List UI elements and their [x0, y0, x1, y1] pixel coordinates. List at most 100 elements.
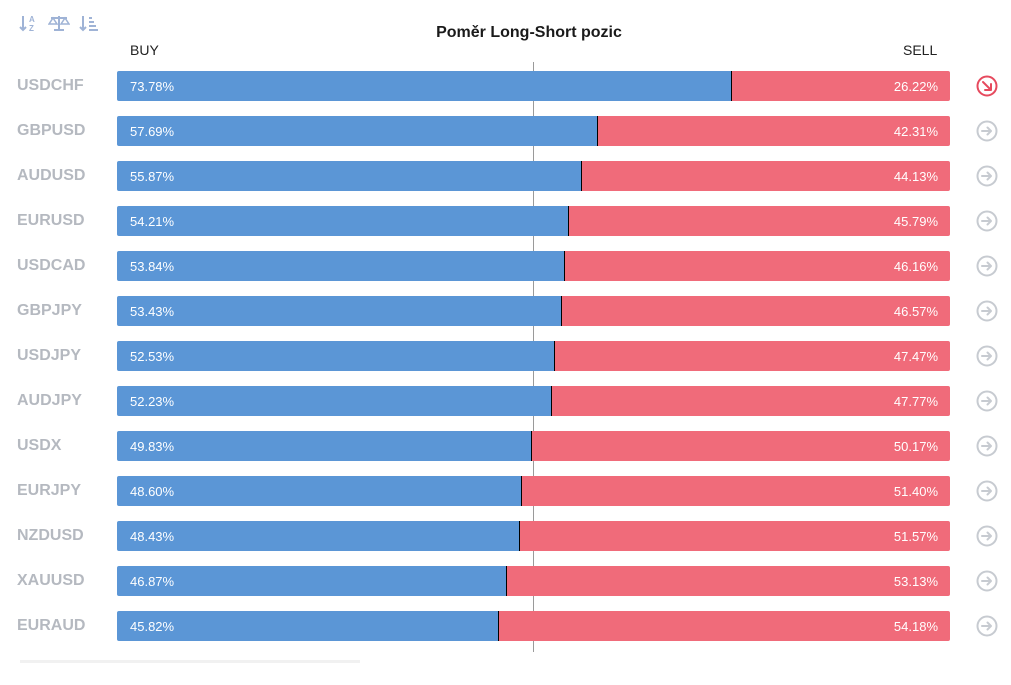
- buy-bar: [117, 431, 532, 461]
- buy-bar: [117, 476, 522, 506]
- sell-bar: [565, 251, 950, 281]
- sell-percent-label: 26.22%: [893, 79, 938, 94]
- symbol-label[interactable]: GBPUSD: [17, 122, 86, 139]
- sell-bar: [569, 206, 950, 236]
- chart-row: GBPUSD 57.69% 42.31%: [0, 116, 1011, 148]
- arrow-right-icon[interactable]: [976, 570, 998, 592]
- sell-bar: [507, 566, 950, 596]
- arrow-right-icon[interactable]: [976, 390, 998, 412]
- svg-text:A: A: [29, 15, 35, 24]
- symbol-label[interactable]: XAUUSD: [17, 572, 85, 589]
- sell-bar: [499, 611, 950, 641]
- sell-percent-label: 53.13%: [893, 574, 938, 589]
- chart-row: USDCAD 53.84% 46.16%: [0, 251, 1011, 283]
- arrow-right-icon[interactable]: [976, 120, 998, 142]
- bar-divider: [568, 206, 569, 236]
- chart-row: EURAUD 45.82% 54.18%: [0, 611, 1011, 643]
- ratio-bar: 48.43% 51.57%: [117, 521, 950, 551]
- symbol-label[interactable]: AUDJPY: [17, 392, 82, 409]
- buy-percent-label: 45.82%: [130, 619, 175, 634]
- arrow-right-icon[interactable]: [976, 345, 998, 367]
- symbol-label[interactable]: USDX: [17, 437, 62, 454]
- buy-percent-label: 52.53%: [130, 349, 175, 364]
- buy-percent-label: 53.43%: [130, 304, 175, 319]
- buy-percent-label: 57.69%: [130, 124, 175, 139]
- buy-bar: [117, 161, 582, 191]
- bar-divider: [554, 341, 555, 371]
- bar-divider: [731, 71, 732, 101]
- ratio-bar: 55.87% 44.13%: [117, 161, 950, 191]
- arrow-right-icon[interactable]: [976, 210, 998, 232]
- symbol-label[interactable]: GBPJPY: [17, 302, 82, 319]
- symbol-label[interactable]: USDJPY: [17, 347, 82, 364]
- chart-title: Poměr Long-Short pozic: [436, 24, 622, 41]
- chart-row: EURJPY 48.60% 51.40%: [0, 476, 1011, 508]
- buy-bar: [117, 566, 507, 596]
- sell-percent-label: 47.47%: [893, 349, 938, 364]
- chart-row: EURUSD 54.21% 45.79%: [0, 206, 1011, 238]
- sell-percent-label: 46.57%: [893, 304, 938, 319]
- symbol-label[interactable]: AUDUSD: [17, 167, 86, 184]
- chart-row: GBPJPY 53.43% 46.57%: [0, 296, 1011, 328]
- ratio-bar: 73.78% 26.22%: [117, 71, 950, 101]
- bar-divider: [597, 116, 598, 146]
- bottom-shadow: [20, 660, 360, 663]
- buy-bar: [117, 71, 732, 101]
- sell-bar: [562, 296, 950, 326]
- sell-percent-label: 54.18%: [893, 619, 938, 634]
- sell-percent-label: 51.40%: [893, 484, 938, 499]
- sort-alpha-icon[interactable]: A Z: [18, 12, 40, 34]
- ratio-bar: 46.87% 53.13%: [117, 566, 950, 596]
- buy-bar: [117, 206, 569, 236]
- symbol-label[interactable]: USDCAD: [17, 257, 86, 274]
- arrow-right-icon[interactable]: [976, 300, 998, 322]
- sell-bar: [552, 386, 950, 416]
- chart-row: AUDJPY 52.23% 47.77%: [0, 386, 1011, 418]
- sell-percent-label: 51.57%: [893, 529, 938, 544]
- sell-bar: [522, 476, 950, 506]
- sell-percent-label: 45.79%: [893, 214, 938, 229]
- chart-row: XAUUSD 46.87% 53.13%: [0, 566, 1011, 598]
- buy-percent-label: 52.23%: [130, 394, 175, 409]
- ratio-bar: 53.43% 46.57%: [117, 296, 950, 326]
- arrow-right-icon[interactable]: [976, 255, 998, 277]
- svg-text:Z: Z: [29, 24, 34, 33]
- bar-divider: [498, 611, 499, 641]
- chart-row: NZDUSD 48.43% 51.57%: [0, 521, 1011, 553]
- buy-percent-label: 49.83%: [130, 439, 175, 454]
- buy-percent-label: 48.43%: [130, 529, 175, 544]
- buy-bar: [117, 611, 499, 641]
- sell-bar: [582, 161, 950, 191]
- ratio-bar: 52.53% 47.47%: [117, 341, 950, 371]
- arrow-down-right-icon[interactable]: [976, 75, 998, 97]
- buy-header: BUY: [130, 42, 159, 58]
- buy-bar: [117, 386, 552, 416]
- sort-list-icon[interactable]: [78, 12, 100, 34]
- symbol-label[interactable]: NZDUSD: [17, 527, 84, 544]
- sell-bar: [520, 521, 950, 551]
- symbol-label[interactable]: EURUSD: [17, 212, 85, 229]
- symbol-label[interactable]: USDCHF: [17, 77, 84, 94]
- arrow-right-icon[interactable]: [976, 435, 998, 457]
- arrow-right-icon[interactable]: [976, 615, 998, 637]
- bar-divider: [521, 476, 522, 506]
- bar-divider: [506, 566, 507, 596]
- chart-row: USDJPY 52.53% 47.47%: [0, 341, 1011, 373]
- symbol-label[interactable]: EURJPY: [17, 482, 82, 499]
- buy-bar: [117, 521, 520, 551]
- bar-divider: [564, 251, 565, 281]
- ratio-bar: 49.83% 50.17%: [117, 431, 950, 461]
- arrow-right-icon[interactable]: [976, 525, 998, 547]
- chart-row: USDCHF 73.78% 26.22%: [0, 71, 1011, 103]
- toolbar: A Z: [18, 12, 100, 34]
- sell-bar: [732, 71, 950, 101]
- balance-scale-icon[interactable]: [48, 12, 70, 34]
- buy-bar: [117, 296, 562, 326]
- buy-percent-label: 53.84%: [130, 259, 175, 274]
- symbol-label[interactable]: EURAUD: [17, 617, 86, 634]
- buy-percent-label: 48.60%: [130, 484, 175, 499]
- sell-bar: [598, 116, 950, 146]
- bar-divider: [581, 161, 582, 191]
- arrow-right-icon[interactable]: [976, 480, 998, 502]
- arrow-right-icon[interactable]: [976, 165, 998, 187]
